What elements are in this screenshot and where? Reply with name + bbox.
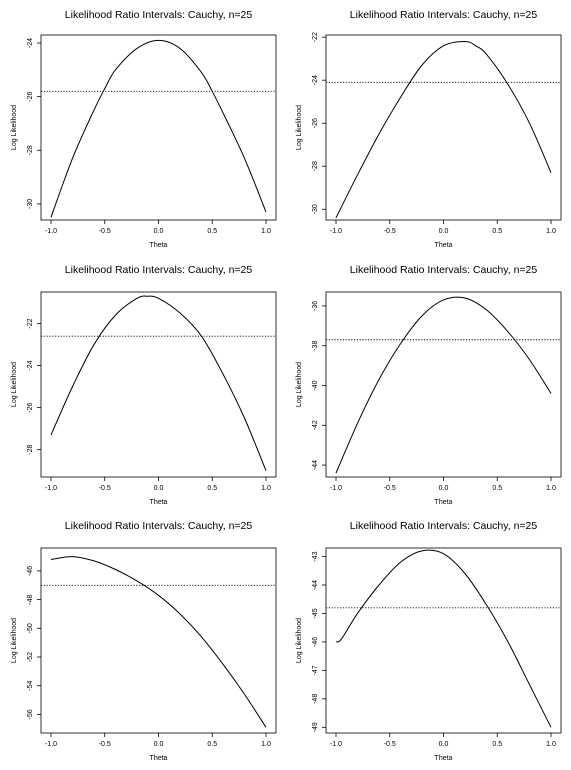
y-tick-label: -44 [312,580,319,590]
chart-title: Likelihood Ratio Intervals: Cauchy, n=25 [65,9,253,21]
y-tick-label: -26 [27,402,34,412]
x-axis-label: Theta [435,242,453,249]
x-tick-label: 0.5 [492,485,502,492]
x-tick-label: 0.5 [492,228,502,235]
x-tick-label: 0.0 [439,485,449,492]
y-tick-label: -54 [27,681,34,691]
x-tick-label: 0.5 [207,228,217,235]
x-axis-label: Theta [435,499,453,506]
y-tick-label: -46 [27,566,34,576]
x-tick-label: -1.0 [45,485,57,492]
x-tick-label: 1.0 [261,485,271,492]
y-tick-label: -46 [312,637,319,647]
y-tick-label: -38 [312,341,319,351]
plot-frame [40,291,277,478]
x-tick-label: -0.5 [384,228,396,235]
likelihood-curve [50,295,267,471]
chart-title: Likelihood Ratio Intervals: Cauchy, n=25 [65,520,253,532]
chart-panel-1: Likelihood Ratio Intervals: Cauchy, n=25… [11,9,277,249]
y-axis-label: Log Likelihood [296,362,303,407]
x-tick-label: -1.0 [45,228,57,235]
y-tick-label: -26 [312,118,319,128]
plot-frame [325,547,562,734]
y-tick-label: -22 [27,318,34,328]
x-tick-label: 1.0 [546,485,556,492]
y-tick-label: -26 [27,92,34,102]
chart-title: Likelihood Ratio Intervals: Cauchy, n=25 [65,264,253,276]
y-tick-label: -22 [312,32,319,42]
likelihood-curve [50,39,267,218]
y-tick-label: -52 [27,652,34,662]
y-tick-label: -45 [312,608,319,618]
x-axis-label: Theta [150,755,168,762]
y-tick-label: -28 [27,445,34,455]
plot-frame [40,547,277,734]
chart-panel-4: Likelihood Ratio Intervals: Cauchy, n=25… [296,264,562,506]
y-tick-label: -48 [312,694,319,704]
y-tick-label: -40 [312,380,319,390]
likelihood-curve [335,296,552,474]
x-axis-label: Theta [435,755,453,762]
x-tick-label: 0.5 [207,485,217,492]
x-tick-label: -1.0 [330,741,342,748]
y-tick-label: -48 [27,594,34,604]
x-tick-label: 1.0 [546,741,556,748]
y-tick-label: -56 [27,709,34,719]
x-tick-label: -0.5 [99,741,111,748]
likelihood-curve [335,40,552,219]
likelihood-curve [335,549,552,728]
plot-frame [325,34,562,221]
y-axis-label: Log Likelihood [11,362,18,407]
chart-title: Likelihood Ratio Intervals: Cauchy, n=25 [350,520,538,532]
plot-frame [40,34,277,221]
y-tick-label: -43 [312,551,319,561]
x-tick-label: -1.0 [330,485,342,492]
x-tick-label: -0.5 [99,228,111,235]
y-tick-label: -50 [27,623,34,633]
x-tick-label: 1.0 [546,228,556,235]
x-tick-label: 0.0 [154,741,164,748]
x-tick-label: -0.5 [384,485,396,492]
y-axis-label: Log Likelihood [296,105,303,150]
y-tick-label: -49 [312,722,319,732]
chart-title: Likelihood Ratio Intervals: Cauchy, n=25 [350,264,538,276]
y-tick-label: -42 [312,420,319,430]
x-axis-label: Theta [150,242,168,249]
x-tick-label: 0.0 [439,741,449,748]
y-tick-label: -47 [312,665,319,675]
plot-frame [325,291,562,478]
likelihood-curve [50,556,267,728]
y-axis-label: Log Likelihood [296,618,303,663]
y-tick-label: -24 [312,75,319,85]
y-tick-label: -44 [312,460,319,470]
x-tick-label: 0.5 [492,741,502,748]
chart-panel-2: Likelihood Ratio Intervals: Cauchy, n=25… [296,9,562,249]
x-axis-label: Theta [150,499,168,506]
x-tick-label: 1.0 [261,228,271,235]
y-tick-label: -24 [27,360,34,370]
y-tick-label: -30 [312,204,319,214]
chart-panel-6: Likelihood Ratio Intervals: Cauchy, n=25… [296,520,562,762]
x-tick-label: 0.0 [439,228,449,235]
x-tick-label: 1.0 [261,741,271,748]
x-tick-label: -1.0 [330,228,342,235]
x-tick-label: 0.0 [154,485,164,492]
x-tick-label: -0.5 [384,741,396,748]
x-tick-label: -0.5 [99,485,111,492]
chart-panel-3: Likelihood Ratio Intervals: Cauchy, n=25… [11,264,277,506]
y-tick-label: -28 [312,161,319,171]
y-tick-label: -28 [27,145,34,155]
y-axis-label: Log Likelihood [11,105,18,150]
chart-panel-5: Likelihood Ratio Intervals: Cauchy, n=25… [11,520,277,762]
y-tick-label: -24 [27,38,34,48]
x-tick-label: 0.5 [207,741,217,748]
x-tick-label: 0.0 [154,228,164,235]
y-tick-label: -30 [27,199,34,209]
y-tick-label: -36 [312,301,319,311]
x-tick-label: -1.0 [45,741,57,748]
chart-title: Likelihood Ratio Intervals: Cauchy, n=25 [350,9,538,21]
y-axis-label: Log Likelihood [11,618,18,663]
